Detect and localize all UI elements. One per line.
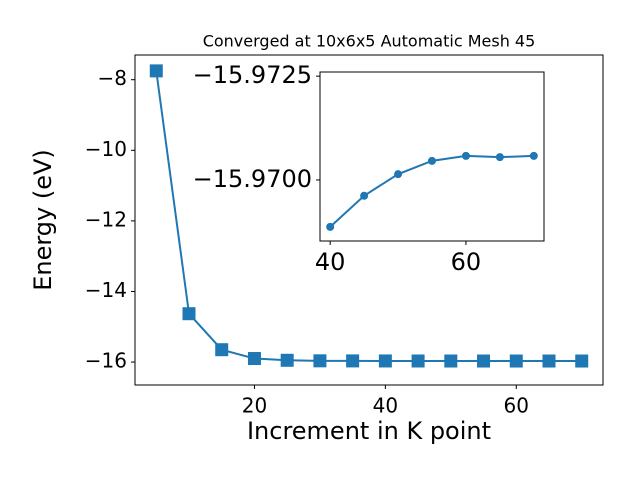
data-point [411, 354, 425, 368]
data-point [461, 151, 470, 160]
data-point [378, 354, 392, 368]
x-axis-label: Increment in K point [247, 417, 491, 445]
data-point [495, 153, 504, 162]
data-point [360, 191, 369, 200]
data-point [326, 222, 335, 231]
x-tick-label: 60 [504, 394, 529, 418]
y-tick-label: −12 [85, 207, 127, 231]
data-point [215, 343, 229, 357]
y-tick-label: −14 [85, 278, 127, 302]
data-point [182, 307, 196, 321]
y-tick-label: −8 [98, 66, 127, 90]
x-tick-label: 40 [373, 394, 398, 418]
data-point [428, 156, 436, 165]
data-point [542, 354, 556, 368]
y-tick-label: −15.9725 [193, 61, 312, 89]
data-point [394, 170, 403, 179]
x-tick-label: 40 [315, 248, 346, 276]
y-axis-label: Energy (eV) [29, 149, 57, 291]
data-point [509, 354, 523, 368]
x-tick-label: 60 [451, 248, 482, 276]
y-tick-label: −16 [85, 349, 127, 373]
data-point [313, 354, 327, 368]
data-point [529, 151, 538, 160]
data-point [575, 354, 589, 368]
data-point [247, 352, 261, 366]
axes: 40 60 −15.9725 −15.9700 [193, 61, 545, 276]
data-point [346, 354, 360, 368]
chart-title: Converged at 10x6x5 Automatic Mesh 45 [203, 32, 536, 51]
data-point [149, 64, 163, 78]
y-tick-label: −15.9700 [193, 165, 312, 193]
data-point [280, 353, 294, 367]
data-point [444, 354, 458, 368]
data-point [477, 354, 491, 368]
x-tick-label: 20 [242, 394, 267, 418]
y-tick-label: −10 [85, 137, 127, 161]
